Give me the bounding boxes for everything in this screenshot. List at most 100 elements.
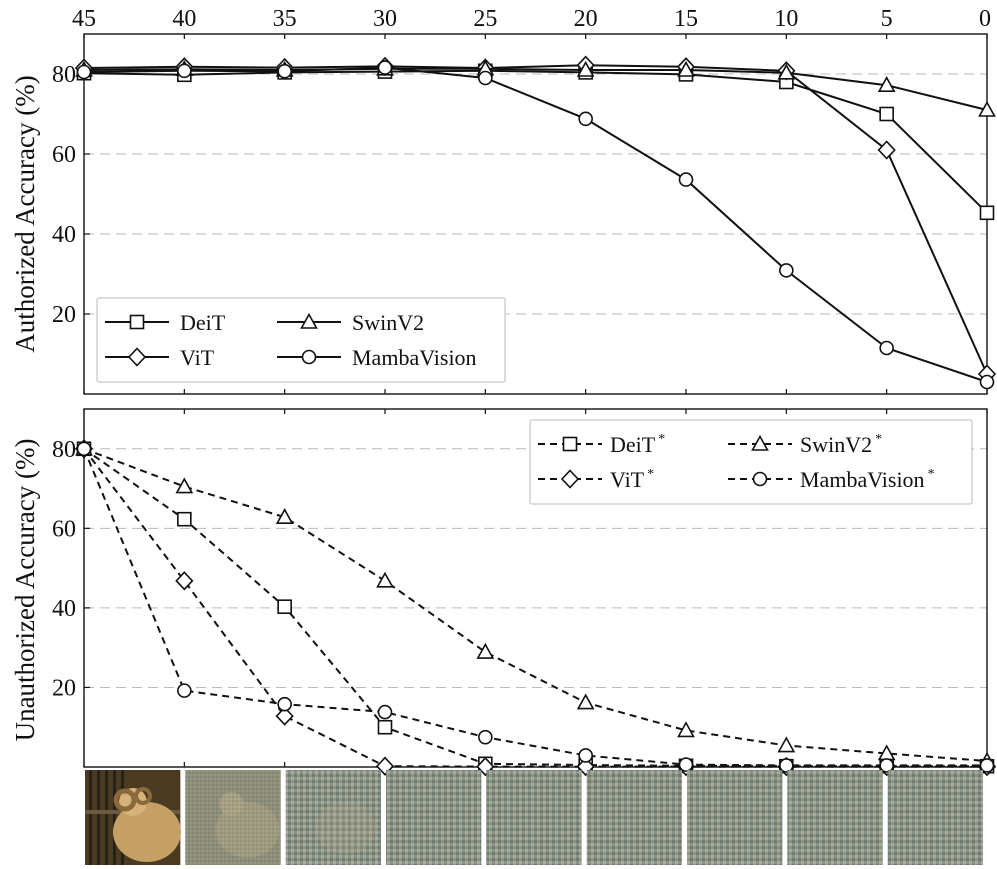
series-line-vit — [83, 64, 988, 375]
legend-bottom: DeiT * ViT * SwinV2 * MambaVision * — [529, 419, 973, 505]
plot-frame-bottom — [83, 408, 988, 768]
data-point-mambavision — [277, 63, 292, 79]
y-tick-label: 60 — [52, 516, 76, 542]
x-tick-label: 10 — [774, 6, 798, 32]
legend-marker-mambavision — [301, 349, 317, 365]
thumbnail-8 — [787, 770, 883, 865]
thumbnail-1 — [85, 770, 181, 865]
grid-lines-top — [84, 73, 987, 315]
legend-box-top — [96, 297, 506, 383]
legend-marker-vit — [127, 347, 147, 367]
data-point-mambavision — [478, 729, 493, 745]
y-axis-label-top: Authorized Accuracy (%) — [10, 75, 40, 352]
x-tick-label: 5 — [881, 6, 893, 32]
data-point-deit — [377, 719, 393, 735]
data-point-mambavision — [879, 758, 894, 773]
series-line-mambavision — [83, 66, 988, 383]
data-point-swinv2 — [576, 60, 595, 77]
data-point-mambavision — [979, 374, 995, 390]
legend-label-swinv2-star: SwinV2 * — [800, 432, 882, 457]
data-point-mambavision — [478, 70, 493, 86]
x-tick-label: 20 — [574, 6, 598, 32]
y-axis-label-bottom: Unauthorized Accuracy (%) — [10, 439, 40, 742]
data-point-swinv2 — [777, 63, 796, 80]
data-point-mambavision — [979, 758, 995, 773]
data-point-deit — [979, 205, 995, 221]
data-point-mambavision — [678, 172, 694, 187]
data-point-mambavision — [377, 704, 393, 720]
legend-marker-deit — [562, 436, 578, 452]
data-point-mambavision — [779, 263, 794, 278]
y-axis-ticks-bottom: 20 40 60 80 — [52, 437, 90, 701]
legend-marker-swinv2 — [300, 312, 318, 329]
legend-marker-swinv2 — [751, 434, 769, 451]
data-point-deit — [177, 511, 192, 527]
series-line-mambavision — [83, 448, 987, 767]
legend-label-vit-star: ViT * — [610, 467, 654, 492]
data-point-swinv2 — [777, 736, 796, 753]
data-point-vit — [175, 571, 194, 591]
data-point-swinv2 — [175, 477, 194, 494]
series-line-swinv2 — [83, 447, 988, 763]
data-point-swinv2 — [677, 60, 695, 77]
series-swinv2 — [75, 59, 996, 117]
thumbnail-6 — [586, 770, 682, 865]
data-point-swinv2 — [275, 508, 294, 524]
series-deit — [76, 63, 995, 221]
data-point-deit — [277, 599, 292, 614]
series-mambavision — [76, 441, 995, 773]
x-tick-label: 30 — [373, 6, 397, 32]
legend-box-bottom — [529, 419, 973, 505]
series-line-deit — [83, 447, 987, 768]
thumbnail-2 — [185, 770, 281, 865]
data-point-mambavision — [678, 757, 694, 772]
data-point-mambavision — [879, 340, 894, 356]
series-bottom — [74, 439, 997, 777]
data-point-mambavision — [578, 111, 593, 127]
series-top — [74, 55, 997, 390]
data-point-mambavision — [177, 683, 192, 698]
thumbnail-7 — [687, 770, 783, 865]
data-point-deit — [879, 106, 894, 122]
data-point-mambavision — [377, 60, 393, 75]
data-point-mambavision — [578, 748, 593, 763]
y-tick-label: 80 — [52, 437, 76, 463]
thumbnail-9 — [887, 770, 983, 865]
x-tick-label: 15 — [674, 6, 698, 32]
data-point-mambavision — [779, 758, 794, 773]
legend-marker-deit — [129, 314, 145, 330]
legend-label-deit-star: DeiT * — [610, 432, 665, 457]
data-point-swinv2 — [978, 100, 996, 117]
legend-marker-vit — [560, 469, 580, 489]
x-tick-label: 40 — [172, 6, 196, 32]
data-point-swinv2 — [376, 571, 394, 588]
unauthorized-accuracy-panel: 20 40 60 80 Unauthorized Accuracy (%) DeiT *… — [10, 408, 997, 777]
data-point-mambavision — [76, 441, 92, 457]
legend-label-mambavision-star: MambaVision * — [800, 467, 935, 492]
x-tick-label: 35 — [273, 6, 297, 32]
y-tick-label: 20 — [52, 675, 76, 701]
data-point-mambavision — [177, 63, 192, 79]
legend-label-mambavision: MambaVision — [352, 345, 477, 370]
data-point-vit — [877, 140, 896, 160]
y-tick-label: 80 — [52, 62, 76, 88]
y-tick-label: 40 — [52, 596, 76, 622]
thumbnail-5 — [486, 770, 582, 865]
legend-label-swinv2: SwinV2 — [352, 310, 424, 335]
data-point-swinv2 — [677, 721, 695, 738]
data-point-swinv2 — [476, 642, 495, 659]
series-line-deit — [83, 69, 988, 214]
y-tick-label: 40 — [52, 222, 76, 248]
thumbnail-3 — [285, 770, 381, 865]
legend-bottom-items: DeiT * ViT * SwinV2 * MambaVision * — [538, 432, 935, 492]
x-tick-label: 25 — [473, 6, 497, 32]
thumbnail-4 — [386, 770, 482, 865]
legend-label-deit: DeiT — [180, 310, 226, 335]
legend-label-vit: ViT — [180, 345, 215, 370]
noised-image-strip — [85, 770, 983, 865]
series-line-swinv2 — [83, 67, 988, 111]
data-point-swinv2 — [877, 76, 896, 92]
y-tick-label: 20 — [52, 302, 76, 328]
data-point-vit — [275, 706, 294, 726]
x-axis-tick-labels: 45 40 35 30 25 20 15 10 5 0 — [72, 6, 991, 32]
